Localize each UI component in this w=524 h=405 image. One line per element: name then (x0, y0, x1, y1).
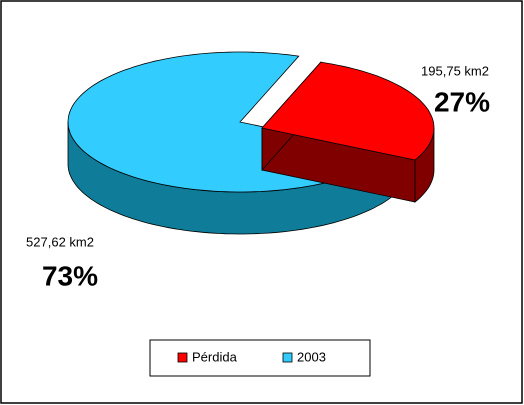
legend-label: Pérdida (192, 349, 238, 364)
slice (261, 61, 435, 161)
value-label: 73% (42, 260, 98, 291)
area-label: 195,75 km2 (421, 63, 489, 78)
legend-swatch (177, 352, 188, 363)
legend-label: 2003 (297, 349, 326, 364)
legend-swatch (282, 352, 293, 363)
value-label: 27% (434, 86, 490, 117)
area-label: 527,62 km2 (26, 234, 94, 249)
